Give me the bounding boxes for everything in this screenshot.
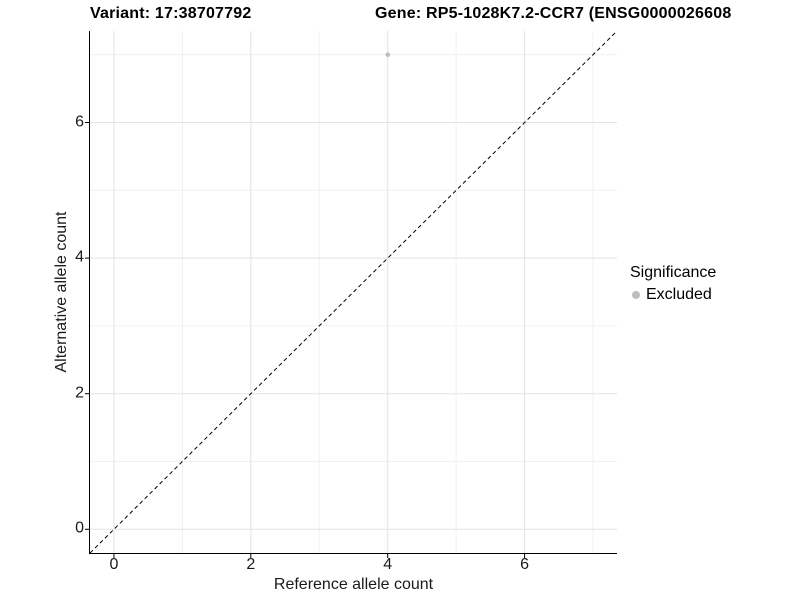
y-tick-label: 4 xyxy=(75,248,84,266)
legend-item-excluded: Excluded xyxy=(632,286,716,304)
data-point xyxy=(385,52,391,58)
y-axis-title: Alternative allele count xyxy=(53,211,70,373)
legend: Significance Excluded xyxy=(630,264,716,304)
y-tick-label: 0 xyxy=(75,519,84,537)
x-tick-label: 2 xyxy=(246,556,256,573)
legend-title: Significance xyxy=(630,264,717,281)
x-tick-label: 6 xyxy=(520,556,530,573)
variant-title: Variant: 17:38707792 xyxy=(90,5,252,22)
x-axis-title: Reference allele count xyxy=(273,576,434,593)
y-tick-label: 6 xyxy=(75,113,84,131)
y-tick-label: 2 xyxy=(75,384,84,402)
x-tick-label: 4 xyxy=(383,556,393,573)
legend-marker-circle-icon xyxy=(632,291,640,299)
legend-item-label: Excluded xyxy=(646,286,712,303)
gene-title: Gene: RP5-1028K7.2-CCR7 (ENSG0000026608 xyxy=(375,5,732,22)
x-tick-label: 0 xyxy=(109,556,119,573)
